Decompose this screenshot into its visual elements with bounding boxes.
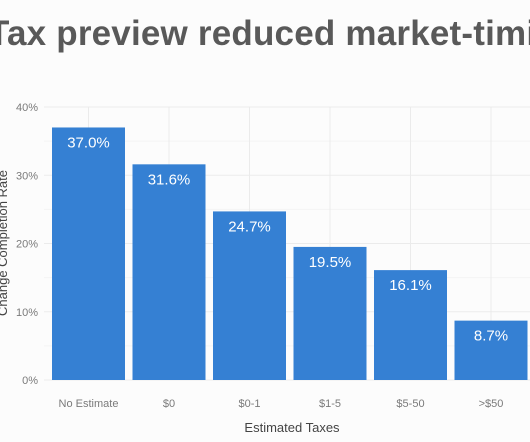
x-tick-label: >$50 [479,398,504,410]
bar [132,164,206,380]
y-tick-label: 30% [16,170,38,182]
bar [213,211,286,380]
x-tick-label: $1-5 [319,398,341,410]
bar-value-label: 37.0% [67,134,110,151]
bar [293,246,367,380]
y-axis-ticks: 0% 10% 20% 30% 40% [16,102,38,387]
bar-value-label: 16.1% [389,277,432,294]
y-tick-label: 10% [16,307,38,319]
bar-value-label: 8.7% [474,328,508,345]
x-axis-ticks: No Estimate $0 $0-1 $1-5 $5-50 >$50 [59,398,504,410]
bar-value-label: 24.7% [228,218,271,235]
bar [374,270,447,380]
x-tick-label: $0-1 [238,398,260,410]
bar-value-label: 31.6% [148,171,191,188]
x-axis-title: Estimated Taxes [244,420,340,435]
bar [454,320,528,380]
bar-value-label: 19.5% [309,254,352,271]
y-tick-label: 0% [22,375,38,387]
x-tick-label: $5-50 [396,398,424,410]
bars: 37.0% 31.6% 24.7% 19.5% 16.1% 8.7% [52,127,528,380]
bar [52,127,125,380]
x-tick-label: $0 [163,398,175,410]
y-tick-label: 40% [16,102,38,114]
y-axis-title: Change Completion Rate [0,170,10,316]
x-tick-label: No Estimate [59,398,119,410]
slide-title: Tax preview reduced market-timing [0,14,530,53]
y-tick-label: 20% [16,239,38,251]
